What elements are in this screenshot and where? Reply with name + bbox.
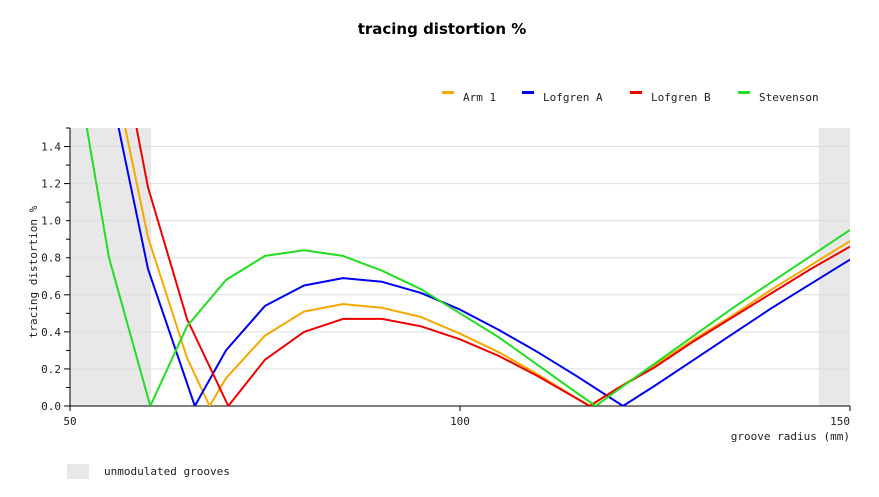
y-tick-label: 0.0 bbox=[41, 400, 61, 413]
chart-title: tracing distortion % bbox=[357, 20, 527, 38]
shaded-region-legend: unmodulated grooves bbox=[67, 464, 230, 479]
series-line-lofgren-b bbox=[135, 128, 850, 406]
y-tick-label: 0.2 bbox=[41, 363, 61, 376]
legend-label: Lofgren A bbox=[543, 91, 603, 104]
legend-label: Lofgren B bbox=[651, 91, 711, 104]
y-tick-label: 0.6 bbox=[41, 289, 61, 302]
series-line-stevenson bbox=[85, 128, 850, 406]
x-tick-label: 100 bbox=[450, 415, 470, 428]
shaded-region bbox=[818, 128, 850, 406]
x-tick-label: 50 bbox=[63, 415, 76, 428]
legend-label: Stevenson bbox=[759, 91, 819, 104]
y-tick-label: 0.4 bbox=[41, 326, 61, 339]
y-tick-label: 1.4 bbox=[41, 141, 61, 154]
series-group bbox=[85, 128, 850, 406]
legend-swatch bbox=[738, 91, 750, 94]
x-axis-label: groove radius (mm) bbox=[731, 430, 850, 443]
legend-label: Arm 1 bbox=[463, 91, 496, 104]
shaded-region-label: unmodulated grooves bbox=[104, 465, 230, 478]
series-line-arm-1 bbox=[124, 128, 850, 406]
legend-swatch bbox=[442, 91, 454, 94]
x-tick-label: 150 bbox=[830, 415, 850, 428]
legend-swatch bbox=[522, 91, 534, 94]
y-tick-label: 1.2 bbox=[41, 178, 61, 191]
y-tick-label: 1.0 bbox=[41, 215, 61, 228]
series-line-lofgren-a bbox=[117, 128, 850, 406]
legend-swatch bbox=[630, 91, 642, 94]
shaded-region-swatch bbox=[67, 464, 89, 479]
y-tick-label: 0.8 bbox=[41, 252, 61, 265]
y-axis-label: tracing distortion % bbox=[27, 205, 40, 338]
